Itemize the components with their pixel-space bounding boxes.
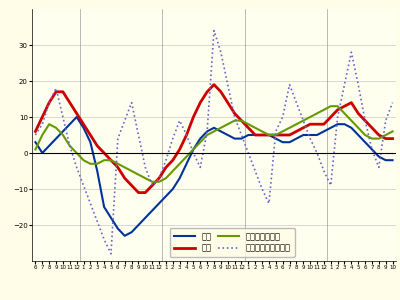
分譲（マンション） <box>274 130 278 133</box>
Line: 分譲（一戸建）: 分譲（一戸建） <box>36 106 392 182</box>
分譲（一戸建） <box>390 130 395 133</box>
持家 <box>280 140 285 144</box>
分譲（マンション） <box>322 169 326 173</box>
持家 <box>253 133 258 137</box>
分譲（マンション） <box>108 252 113 256</box>
貸家 <box>274 133 278 137</box>
持家 <box>122 234 127 238</box>
分譲（一戸建） <box>246 122 251 126</box>
分譲（一戸建） <box>266 133 271 137</box>
貸家 <box>212 83 216 86</box>
分譲（マンション） <box>253 169 258 173</box>
貸家 <box>253 133 258 137</box>
分譲（マンション） <box>33 133 38 137</box>
持家 <box>33 140 38 144</box>
Legend: 持家, 貸家, 分譲（一戸建）, 分譲（マンション）: 持家, 貸家, 分譲（一戸建）, 分譲（マンション） <box>170 228 295 257</box>
分譲（マンション） <box>390 101 395 104</box>
分譲（マンション） <box>212 29 216 32</box>
貸家 <box>136 191 141 194</box>
分譲（一戸建） <box>33 148 38 151</box>
分譲（一戸建） <box>253 126 258 130</box>
分譲（マンション） <box>260 187 264 191</box>
貸家 <box>322 122 326 126</box>
貸家 <box>260 133 264 137</box>
分譲（一戸建） <box>315 112 320 115</box>
持家 <box>143 216 148 220</box>
持家 <box>274 137 278 140</box>
貸家 <box>390 137 395 140</box>
貸家 <box>129 184 134 187</box>
持家 <box>322 130 326 133</box>
Line: 分譲（マンション）: 分譲（マンション） <box>36 31 392 254</box>
分譲（マンション） <box>136 133 141 137</box>
分譲（一戸建） <box>274 133 278 137</box>
持家 <box>260 133 264 137</box>
分譲（マンション） <box>280 115 285 119</box>
分譲（一戸建） <box>129 169 134 173</box>
分譲（一戸建） <box>328 104 333 108</box>
分譲（一戸建） <box>150 180 154 184</box>
貸家 <box>280 133 285 137</box>
貸家 <box>33 130 38 133</box>
持家 <box>390 158 395 162</box>
Line: 貸家: 貸家 <box>36 85 392 193</box>
Line: 持家: 持家 <box>36 117 392 236</box>
持家 <box>74 115 79 119</box>
